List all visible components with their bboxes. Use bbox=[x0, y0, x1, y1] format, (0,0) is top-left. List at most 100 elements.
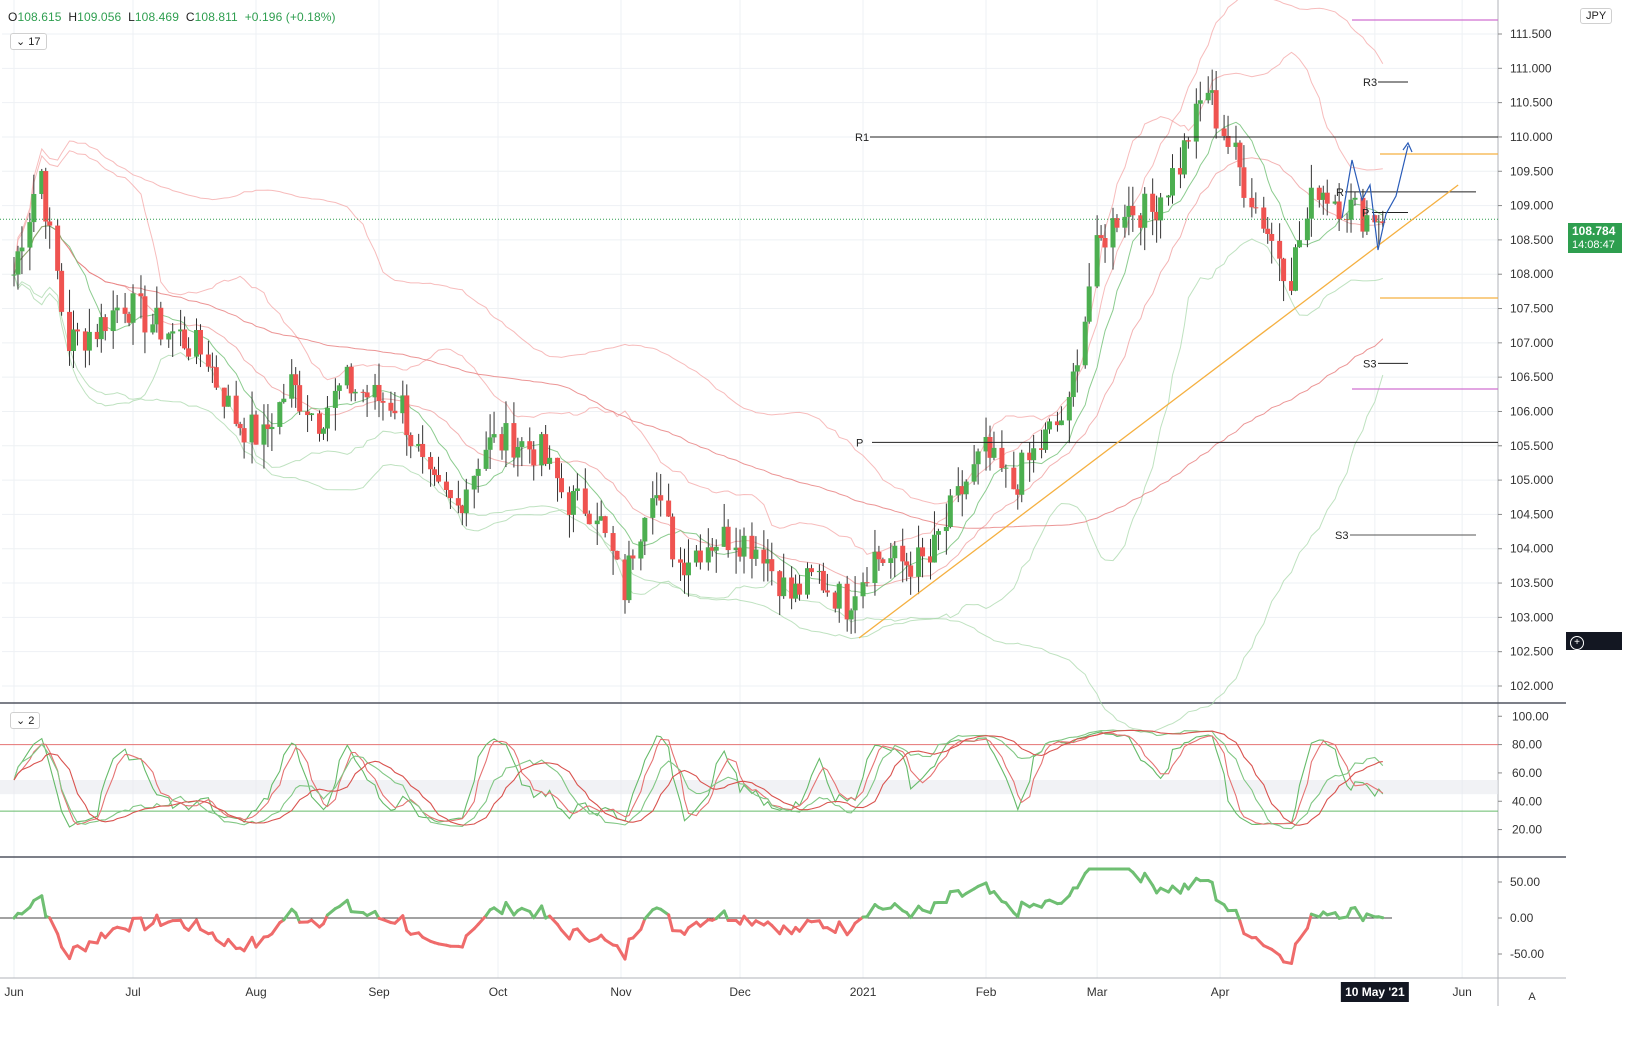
candle-up bbox=[1296, 240, 1302, 248]
momentum-segment-negative bbox=[567, 928, 575, 941]
momentum-segment-negative bbox=[95, 931, 103, 945]
candle-up bbox=[793, 583, 799, 599]
level-s3-label: S3 bbox=[1363, 358, 1376, 370]
candle-down bbox=[432, 469, 438, 475]
price-tick-label: 109.500 bbox=[1510, 164, 1554, 178]
price-tick-label: 106.500 bbox=[1510, 370, 1554, 384]
price-tick-label: 102.000 bbox=[1510, 679, 1554, 693]
momentum-segment-positive bbox=[909, 904, 921, 920]
high-label: H bbox=[68, 10, 78, 24]
candle-down bbox=[761, 549, 767, 564]
candle-up bbox=[1170, 168, 1176, 196]
candle-down bbox=[420, 443, 426, 457]
candle-up bbox=[483, 449, 489, 469]
price-tick-label: 111.500 bbox=[1510, 27, 1552, 41]
time-crosshair-text: 10 May '21 bbox=[1345, 985, 1405, 999]
candle-up bbox=[693, 550, 699, 563]
candle-up bbox=[1158, 197, 1164, 221]
time-tick-label: 2021 bbox=[850, 985, 877, 999]
momentum-segment-negative bbox=[48, 916, 60, 936]
candle-down bbox=[404, 395, 410, 435]
last-price-tag: 108.784 14:08:47 bbox=[1568, 223, 1622, 253]
candle-down bbox=[1261, 207, 1267, 229]
momentum-segment-negative bbox=[187, 918, 199, 932]
candle-up bbox=[19, 247, 25, 252]
candle-down bbox=[1225, 135, 1231, 147]
candle-down bbox=[1011, 467, 1017, 490]
candle-down bbox=[543, 434, 549, 464]
momentum-segment-positive bbox=[722, 909, 730, 922]
candle-up bbox=[753, 549, 759, 559]
candle-up bbox=[332, 390, 338, 408]
candle-down bbox=[820, 570, 826, 591]
candle-up bbox=[1110, 218, 1116, 248]
candle-up bbox=[888, 558, 894, 563]
candle-up bbox=[487, 437, 493, 450]
candle-up bbox=[935, 531, 941, 535]
candle-up bbox=[765, 559, 771, 564]
momentum-segment-positive bbox=[964, 887, 976, 895]
candle-up bbox=[1364, 215, 1370, 232]
candle-up bbox=[1122, 216, 1128, 228]
momentum-segment-negative bbox=[1270, 947, 1282, 957]
candle-up bbox=[1082, 321, 1088, 366]
candle-up bbox=[685, 562, 691, 576]
candle-up bbox=[475, 468, 481, 476]
indicators-toggle[interactable]: ⌄ 17 bbox=[10, 33, 47, 50]
momentum-segment-negative bbox=[782, 924, 794, 936]
candle-down bbox=[927, 556, 933, 563]
candle-down bbox=[566, 492, 572, 515]
candle-down bbox=[388, 402, 394, 411]
candle-up bbox=[943, 526, 949, 532]
candle-down bbox=[436, 474, 442, 482]
stoch-indicators-toggle[interactable]: ⌄ 2 bbox=[10, 712, 41, 729]
momentum-segment-negative bbox=[615, 944, 627, 961]
candle-down bbox=[1281, 258, 1287, 282]
last-price: 108.784 bbox=[1572, 224, 1616, 238]
candle-up bbox=[705, 547, 711, 563]
momentum-segment-negative bbox=[68, 945, 76, 961]
candle-up bbox=[150, 324, 156, 333]
momentum-segment-negative bbox=[798, 918, 809, 933]
candle-up bbox=[983, 436, 989, 452]
time-tick-label: Jun bbox=[1452, 985, 1471, 999]
chevron-down-icon: ⌄ bbox=[16, 36, 26, 48]
candle-up bbox=[1043, 429, 1049, 450]
crosshair-price-tag: +103.048 bbox=[1566, 632, 1622, 666]
candle-up bbox=[1292, 247, 1298, 291]
candle-up bbox=[1348, 199, 1354, 220]
candle-down bbox=[1098, 235, 1104, 239]
time-tick-label: Mar bbox=[1087, 985, 1108, 999]
candle-up bbox=[654, 495, 660, 499]
momentum-segment-negative bbox=[270, 921, 282, 936]
candle-up bbox=[931, 534, 937, 563]
price-tick-label: 108.500 bbox=[1510, 233, 1554, 247]
price-tick-label: 104.500 bbox=[1510, 507, 1554, 521]
time-tick-label: Apr bbox=[1211, 985, 1230, 999]
price-tick-label: 106.000 bbox=[1510, 404, 1554, 418]
candle-down bbox=[880, 559, 886, 563]
momentum-segment-positive bbox=[944, 890, 952, 905]
momentum-segment-positive bbox=[1131, 870, 1143, 884]
candle-down bbox=[55, 225, 61, 271]
candle-up bbox=[336, 385, 342, 391]
momentum-segment-negative bbox=[698, 918, 710, 928]
momentum-segment-negative bbox=[825, 926, 837, 934]
momentum-segment-negative bbox=[56, 932, 64, 949]
momentum-tick-label: 50.00 bbox=[1510, 875, 1540, 889]
momentum-segment-negative bbox=[155, 913, 163, 928]
momentum-tick-label: -50.00 bbox=[1510, 947, 1544, 961]
currency-badge[interactable]: JPY bbox=[1580, 8, 1613, 24]
candle-up bbox=[547, 457, 553, 464]
momentum-segment-negative bbox=[139, 916, 147, 932]
candle-up bbox=[1304, 218, 1310, 241]
candle-down bbox=[630, 555, 636, 559]
candle-down bbox=[1221, 128, 1227, 136]
momentum-segment-positive bbox=[1353, 906, 1365, 923]
momentum-segment-positive bbox=[1075, 871, 1087, 890]
candle-up bbox=[71, 329, 77, 351]
candle-down bbox=[725, 526, 731, 551]
candle-up bbox=[1376, 221, 1382, 223]
crosshair-plus-icon: + bbox=[1570, 636, 1584, 650]
